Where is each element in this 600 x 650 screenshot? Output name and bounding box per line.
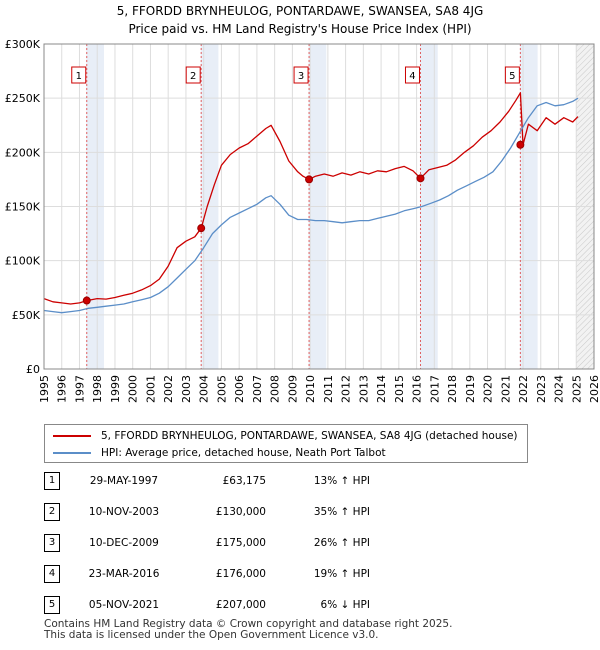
x-tick-label: 2015 [393,375,406,403]
sale-label-number: 5 [509,71,515,82]
x-tick-label: 2014 [375,375,388,403]
table-row: 5 05-NOV-2021 £207,000 6% ↓ HPI [0,596,600,614]
sale-label-number: 4 [409,71,415,82]
sale-date: 29-MAY-1997 [89,475,159,487]
sale-price: £175,000 [215,537,266,549]
x-tick-label: 2022 [517,375,530,403]
footer-line-1: Contains HM Land Registry data © Crown c… [44,618,453,630]
x-tick-label: 1996 [56,375,69,403]
sale-point [82,296,91,305]
sale-label-number: 2 [190,71,196,82]
x-tick-label: 2002 [162,375,175,403]
sale-label-box [293,66,309,84]
legend-item-property: 5, FFORDD BRYNHEULOG, PONTARDAWE, SWANSE… [53,428,518,444]
sale-marker-box: 3 [44,534,60,552]
plot-frame [43,43,595,370]
x-tick-label: 2010 [304,375,317,403]
x-tick-label: 2024 [553,375,566,403]
x-tick-label: 1997 [73,375,86,403]
y-tick-label: £200K [5,146,41,159]
x-tick-label: 1998 [91,375,104,403]
price-chart: 1 2 3 4 5 £0 £50K £100K £150K £200K £250K £300K 1995… [5,38,600,403]
sale-marker-box: 1 [44,472,60,490]
x-tick-label: 2004 [198,375,211,403]
sale-hpi-delta: 26% ↑ HPI [313,537,370,549]
sale-marker-box: 5 [44,596,60,614]
y-tick-label: £300K [5,38,41,51]
sale-price: £63,175 [222,475,266,487]
y-tick-label: £50K [12,309,41,322]
sale-point [516,140,525,149]
x-tick-label: 2020 [482,375,495,403]
table-row: 3 10-DEC-2009 £175,000 26% ↑ HPI [0,534,600,552]
chart-legend: 5, FFORDD BRYNHEULOG, PONTARDAWE, SWANSE… [44,424,528,463]
x-tick-label: 2021 [499,375,512,403]
legend-item-hpi: HPI: Average price, detached house, Neat… [53,445,386,461]
sale-date: 23-MAR-2016 [88,568,160,580]
x-tick-label: 2008 [269,375,282,403]
sale-price: £207,000 [215,599,266,611]
sale-marker-box: 2 [44,503,60,521]
footer-attribution: Contains HM Land Registry data © Crown c… [44,619,452,641]
x-tick-label: 1999 [109,375,122,403]
sale-price: £130,000 [215,506,266,518]
title-line-2: Price paid vs. HM Land Registry's House … [128,22,472,36]
x-tick-label: 2023 [535,375,548,403]
sale-label-number: 3 [298,71,304,82]
sale-price: £176,000 [215,568,266,580]
sale-label-box [71,66,87,84]
sale-hpi-delta: 35% ↑ HPI [313,506,370,518]
x-tick-label: 2025 [570,375,583,403]
sale-label-box [404,66,420,84]
chart-title: 5, FFORDD BRYNHEULOG, PONTARDAWE, SWANSE… [0,2,600,38]
x-tick-label: 2007 [251,375,264,403]
x-tick-label: 2003 [180,375,193,403]
legend-label-hpi: HPI: Average price, detached house, Neat… [101,447,386,459]
x-tick-label: 2017 [428,375,441,403]
sale-hpi-delta: 6% ↓ HPI [320,599,370,611]
sale-date: 10-DEC-2009 [89,537,159,549]
sale-hpi-delta: 19% ↑ HPI [313,568,370,580]
x-tick-label: 1995 [38,375,51,403]
sale-point [416,174,425,183]
sale-date: 10-NOV-2003 [88,506,160,518]
x-tick-label: 2012 [340,375,353,403]
sale-point [197,224,206,233]
table-row: 4 23-MAR-2016 £176,000 19% ↑ HPI [0,565,600,583]
sale-label-number: 1 [76,71,82,82]
sale-date: 05-NOV-2021 [88,599,160,611]
legend-label-property: 5, FFORDD BRYNHEULOG, PONTARDAWE, SWANSE… [101,430,518,442]
footer-line-2: This data is licensed under the Open Gov… [44,629,379,641]
sale-marker-box: 4 [44,565,60,583]
x-tick-label: 2013 [357,375,370,403]
x-tick-label: 2009 [286,375,299,403]
legend-swatch-blue [53,452,91,454]
x-tick-label: 2001 [144,375,157,403]
table-row: 1 29-MAY-1997 £63,175 13% ↑ HPI [0,472,600,490]
x-tick-label: 2019 [464,375,477,403]
sale-hpi-delta: 13% ↑ HPI [313,475,370,487]
legend-swatch-red [53,435,91,437]
x-tick-label: 2006 [233,375,246,403]
series-line-hpi [43,97,579,314]
table-row: 2 10-NOV-2003 £130,000 35% ↑ HPI [0,503,600,521]
x-tick-label: 2026 [588,375,600,403]
sale-label-box [504,66,520,84]
x-tick-label: 2018 [446,375,459,403]
x-tick-label: 2000 [127,375,140,403]
y-tick-label: £150K [5,201,41,214]
y-tick-label: £250K [5,92,41,105]
x-tick-label: 2005 [215,375,228,403]
x-tick-label: 2011 [322,375,335,403]
y-tick-label: £0 [26,363,40,376]
sale-point [305,175,314,184]
y-tick-label: £100K [5,255,41,268]
x-tick-label: 2016 [411,375,424,403]
title-line-1: 5, FFORDD BRYNHEULOG, PONTARDAWE, SWANSE… [116,4,484,18]
sale-label-box [185,66,201,84]
